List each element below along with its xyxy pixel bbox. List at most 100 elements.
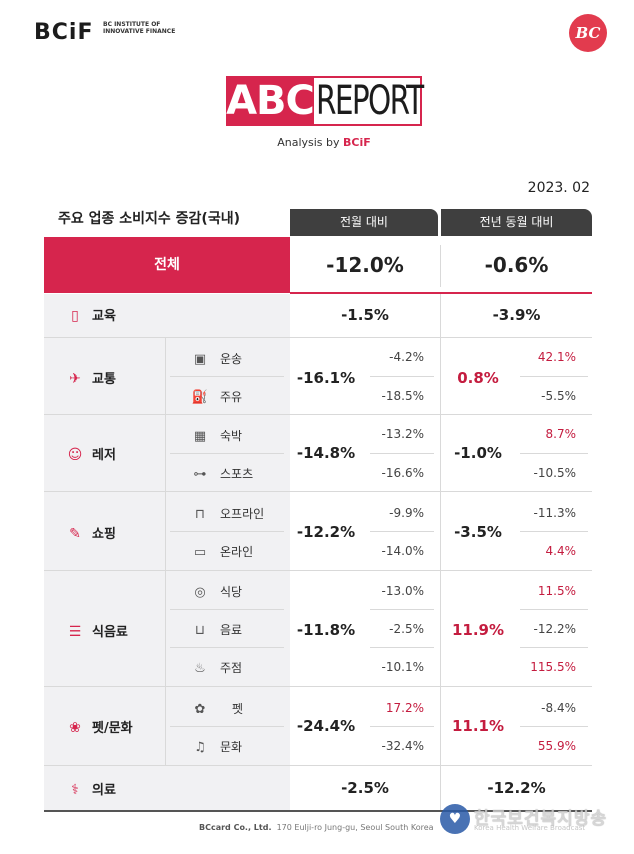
sub-culture: ♫ 문화 [190, 738, 242, 755]
category-label: 교육 [92, 309, 116, 324]
restaurant-mom: -13.0% [381, 584, 424, 598]
sub-sports: ⊶ 스포츠 [190, 465, 254, 482]
bar-yoy: 115.5% [530, 660, 576, 674]
sub-restaurant: ◎ 식당 [190, 583, 242, 600]
divider [370, 453, 434, 454]
bar-mom: -10.1% [381, 660, 424, 674]
analysis-by: Analysis by BCiF [226, 136, 422, 149]
medical-yoy: -12.2% [487, 779, 546, 797]
transport-mom: -16.1% [296, 369, 356, 387]
divider [520, 453, 588, 454]
pet-yoy: -8.4% [541, 701, 576, 715]
divider [44, 765, 592, 766]
divider [370, 726, 434, 727]
divider [440, 687, 441, 765]
online-yoy: 4.4% [545, 544, 577, 558]
category-leisure: ☺ 레저 [66, 444, 116, 463]
analysis-brand: BCiF [343, 136, 371, 149]
divider [170, 531, 284, 532]
shopping-mom: -12.2% [296, 523, 356, 541]
table-bottom-border [44, 810, 592, 812]
sub-beverage: ⊔ 음료 [190, 621, 242, 638]
lodging-mom: -13.2% [381, 427, 424, 441]
restaurant-yoy: 11.5% [537, 584, 576, 598]
pet-culture-mom: -24.4% [296, 717, 356, 735]
divider [170, 453, 284, 454]
paw-icon: ✿ [194, 702, 206, 717]
total-yoy-value: -0.6% [484, 253, 549, 277]
syringe-icon: ⚕ [71, 782, 79, 798]
medical-mom: -2.5% [341, 779, 389, 797]
category-label: 펫/문화 [92, 721, 133, 736]
beverage-mom: -2.5% [389, 622, 424, 636]
sub-bar: ♨ 주점 [190, 659, 242, 676]
total-label: 전체 [44, 237, 290, 293]
sub-pet: ✿ 펫 [190, 700, 244, 717]
offline-yoy: -11.3% [533, 506, 576, 520]
divider [440, 766, 441, 810]
divider [370, 647, 434, 648]
pet-mom: 17.2% [385, 701, 424, 715]
category-label: 의료 [92, 783, 116, 798]
row-bg [44, 571, 290, 686]
analysis-prefix: Analysis by [277, 136, 344, 149]
divider [440, 245, 441, 287]
smile-icon: ☺ [67, 447, 83, 463]
education-mom: -1.5% [341, 306, 389, 324]
divider [170, 726, 284, 727]
divider [440, 492, 441, 570]
category-food-beverage: ☰ 식음료 [66, 621, 128, 640]
sports-mom: -16.6% [381, 466, 424, 480]
divider [520, 376, 588, 377]
category-label: 교통 [92, 372, 116, 387]
divider [520, 647, 588, 648]
total-mom-value: -12.0% [326, 253, 404, 277]
report-title-frame [226, 76, 422, 126]
table-title: 주요 업종 소비지수 증감(국내) [58, 211, 240, 227]
fuel-yoy: -5.5% [541, 389, 576, 403]
burger-icon: ☰ [68, 624, 82, 640]
divider [370, 609, 434, 610]
transit-yoy: 42.1% [537, 350, 576, 364]
divider [44, 414, 592, 415]
divider [170, 376, 284, 377]
divider [440, 571, 441, 686]
report-title-abc: ABC [226, 76, 315, 126]
building-icon: ▦ [193, 429, 207, 444]
leisure-yoy: -1.0% [454, 444, 502, 462]
music-icon: ♫ [194, 740, 206, 755]
airplane-icon: ✈ [69, 371, 81, 387]
card-icon: ✎ [69, 526, 81, 542]
category-pet-culture: ❀ 펫/문화 [66, 717, 133, 736]
shopping-yoy: -3.5% [454, 523, 502, 541]
bcif-logo-subtitle: BC INSTITUTE OF INNOVATIVE FINANCE [103, 21, 176, 35]
bag-icon: ⊓ [194, 507, 206, 522]
footer-company: BCcard Co., Ltd. [199, 823, 272, 832]
fuel-mom: -18.5% [381, 389, 424, 403]
sub-online: ▭ 온라인 [190, 543, 253, 560]
transit-mom: -4.2% [389, 350, 424, 364]
food-yoy: 11.9% [451, 621, 505, 639]
watermark: ♥ 한국보건복지방송 Korea Health Welfare Broadcas… [440, 802, 630, 836]
beverage-yoy: -12.2% [533, 622, 576, 636]
divider [440, 415, 441, 491]
education-yoy: -3.9% [492, 306, 541, 324]
offline-mom: -9.9% [389, 506, 424, 520]
transport-yoy: 0.8% [457, 369, 499, 387]
sub-offline: ⊓ 오프라인 [190, 505, 264, 522]
sub-lodging: ▦ 숙박 [190, 427, 242, 444]
report-title-report: REPORT [316, 78, 424, 124]
divider [165, 571, 166, 686]
divider [520, 726, 588, 727]
watermark-subtext: Korea Health Welfare Broadcast [474, 824, 586, 832]
footer: BCcard Co., Ltd. 170 Eulji-ro Jung-gu, S… [199, 823, 434, 832]
category-label: 레저 [92, 448, 116, 463]
bcif-logo: BCiF [34, 20, 94, 45]
divider [44, 686, 592, 687]
divider [370, 531, 434, 532]
column-header-yoy: 전년 동월 대비 [441, 209, 592, 236]
category-label: 쇼핑 [92, 527, 116, 542]
divider [440, 294, 441, 337]
divider [44, 337, 592, 338]
sub-transit: ▣ 운송 [190, 350, 242, 367]
